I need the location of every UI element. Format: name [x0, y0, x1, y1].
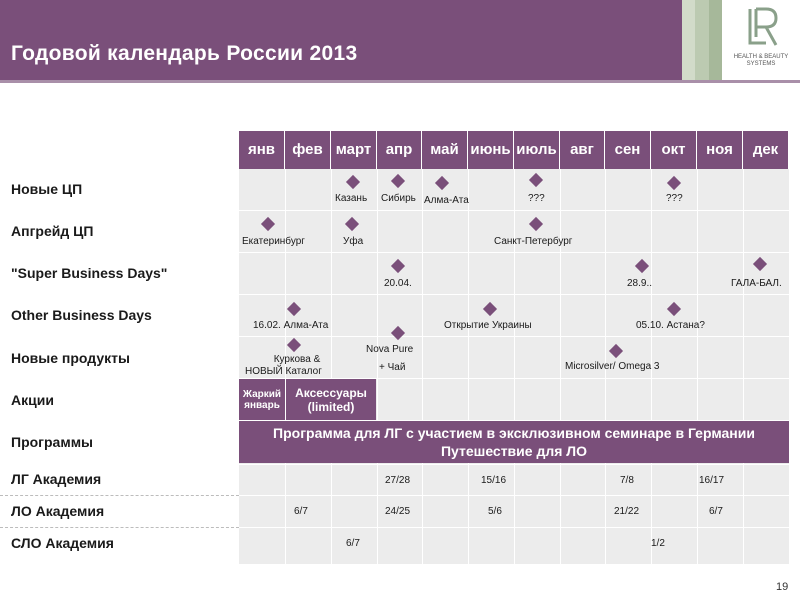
event-label: Алма-Ата: [424, 195, 469, 206]
academy-date: 5/6: [488, 506, 502, 517]
row-label-upgrade-cp: Апгрейд ЦП: [11, 223, 94, 239]
header-stripe: [709, 0, 722, 80]
event-label: Сибирь: [381, 193, 416, 204]
grid-line: [605, 169, 606, 564]
row-label-super-days: "Super Business Days": [11, 265, 168, 281]
month-header: июнь: [468, 131, 514, 169]
grid-line: [285, 169, 286, 564]
grid-line: [239, 210, 789, 211]
academy-date: 27/28: [385, 475, 411, 486]
logo: HEALTH & BEAUTY SYSTEMS: [722, 0, 800, 80]
event-label: ГАЛА-БАЛ.: [731, 278, 782, 289]
event-label: Куркова &: [273, 354, 321, 365]
month-header: окт: [651, 131, 697, 169]
academy-date: 16/17: [699, 475, 725, 486]
program-line-2: Путешествие для ЛО: [440, 443, 587, 459]
logo-tagline-line2: SYSTEMS: [746, 61, 776, 67]
month-header: сен: [605, 131, 651, 169]
row-label-promotions: Акции: [11, 392, 54, 408]
month-header: янв: [239, 131, 285, 169]
month-header: май: [422, 131, 468, 169]
row-label-lg-academy: ЛГ Академия: [11, 471, 102, 487]
event-label: Екатеринбург: [242, 236, 305, 247]
month-header: апр: [377, 131, 422, 169]
promo-cell-accessories: Аксессуары (limited): [286, 379, 376, 420]
grid-line: [560, 169, 561, 564]
header-stripe: [695, 0, 709, 80]
header-stripe: [682, 0, 695, 80]
academy-date: 21/22: [614, 506, 640, 517]
academy-date: 6/7: [709, 506, 723, 517]
grid-line: [239, 495, 789, 496]
event-label: 16.02. Алма-Ата: [253, 320, 329, 331]
header-underline: [0, 80, 800, 83]
grid-line: [239, 527, 789, 528]
grid-line: [697, 169, 698, 564]
event-label: + Чай: [379, 362, 406, 373]
row-label-other-days: Other Business Days: [11, 307, 152, 323]
logo-tagline: HEALTH & BEAUTY SYSTEMS: [722, 54, 800, 68]
month-header: ноя: [697, 131, 743, 169]
academy-date: 1/2: [651, 538, 665, 549]
month-header: март: [331, 131, 377, 169]
grid-line: [239, 294, 789, 295]
promo-cell-jan: Жаркий январь: [239, 379, 285, 420]
grid-line: [239, 464, 789, 465]
event-label: ???: [666, 193, 683, 204]
event-label: Казань: [335, 193, 368, 204]
row-divider: [0, 527, 239, 528]
row-label-slo-academy: СЛО Академия: [11, 535, 114, 551]
header-banner: [0, 0, 682, 80]
grid-line: [422, 169, 423, 564]
academy-date: 24/25: [385, 506, 411, 517]
grid-line: [514, 169, 515, 564]
event-label: Открытие Украины: [444, 320, 532, 331]
grid-line: [239, 252, 789, 253]
program-line-1: Программа для ЛГ с участием в эксклюзивн…: [273, 425, 755, 441]
month-header: дек: [743, 131, 789, 169]
grid-line: [468, 169, 469, 564]
event-label: 20.04.: [384, 278, 412, 289]
grid-line: [239, 420, 789, 421]
grid-line: [743, 169, 744, 564]
lr-logo-icon: [748, 7, 778, 46]
grid-line: [377, 169, 378, 564]
event-label: НОВЫЙ Каталог: [245, 366, 322, 377]
row-label-lo-academy: ЛО Академия: [11, 503, 105, 519]
event-label: Microsilver/ Omega 3: [565, 361, 660, 372]
row-divider: [0, 495, 239, 496]
academy-date: 6/7: [294, 506, 308, 517]
month-header: июль: [514, 131, 560, 169]
grid-line: [651, 169, 652, 564]
grid-line: [331, 169, 332, 564]
page-title: Годовой календарь России 2013: [11, 42, 358, 65]
row-label-new-products: Новые продукты: [11, 350, 130, 366]
event-label: Nova Pure: [366, 344, 414, 355]
page-number: 19: [776, 581, 789, 593]
event-label: 28.9..: [627, 278, 653, 289]
program-banner: Программа для ЛГ с участием в эксклюзивн…: [239, 421, 789, 463]
logo-tagline-line1: HEALTH & BEAUTY: [733, 54, 789, 60]
grid-line: [239, 378, 789, 379]
event-label: 05.10. Астана?: [636, 320, 705, 331]
academy-date: 15/16: [481, 475, 507, 486]
month-header: авг: [560, 131, 605, 169]
row-label-programs: Программы: [11, 434, 94, 450]
event-label: ???: [528, 193, 545, 204]
academy-date: 6/7: [346, 538, 360, 549]
event-label: Уфа: [343, 236, 364, 247]
academy-date: 7/8: [620, 475, 634, 486]
row-label-new-cp: Новые ЦП: [11, 181, 83, 197]
grid-line: [239, 336, 789, 337]
event-label: Санкт-Петербург: [494, 236, 573, 247]
month-header: фев: [285, 131, 331, 169]
